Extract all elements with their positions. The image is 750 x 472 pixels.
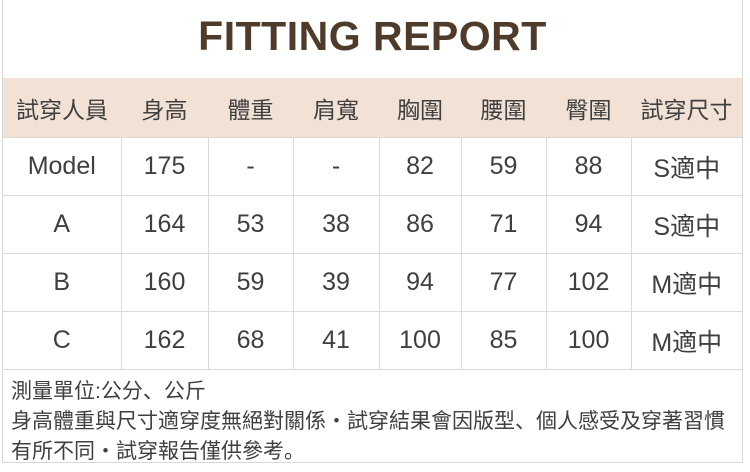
cell-shoulder: 41 — [292, 311, 380, 370]
cell-height: 162 — [120, 311, 209, 370]
header-cell-tester: 試穿人員 — [3, 78, 121, 138]
cell-waist: 59 — [460, 137, 547, 196]
cell-waist: 85 — [460, 311, 547, 370]
cell-chest: 86 — [378, 195, 462, 254]
table-row-model: Model 175 - - 82 59 88 S適中 — [3, 137, 742, 196]
fitting-table: 試穿人員 身高 體重 肩寬 胸圍 腰圍 臀圍 試穿尺寸 Model 175 - … — [3, 78, 742, 370]
page-title: FITTING REPORT — [198, 13, 547, 59]
header-cell-height: 身高 — [121, 78, 208, 138]
cell-hip: 100 — [545, 311, 632, 370]
cell-shoulder: 39 — [292, 253, 380, 312]
row-label: Model — [3, 137, 122, 196]
unit-note: 測量單位:公分、公斤 — [11, 380, 206, 403]
header-cell-weight: 體重 — [208, 78, 293, 138]
content-frame: FITTING REPORT 試穿人員 身高 體重 肩寬 胸圍 腰圍 臀圍 試穿… — [2, 0, 743, 463]
footer-note: 測量單位:公分、公斤 身高體重與尺寸適穿度無絕對關係・試穿結果會因版型、個人感受… — [3, 370, 742, 463]
header-cell-chest: 胸圍 — [379, 78, 461, 138]
header-row: 試穿人員 身高 體重 肩寬 胸圍 腰圍 臀圍 試穿尺寸 — [3, 78, 742, 138]
cell-size: M適中 — [630, 311, 742, 370]
cell-size: S適中 — [630, 195, 742, 254]
cell-weight: 53 — [207, 195, 294, 254]
header-cell-size: 試穿尺寸 — [631, 78, 742, 138]
cell-chest: 100 — [378, 311, 462, 370]
cell-hip: 102 — [545, 253, 632, 312]
cell-weight: 68 — [207, 311, 294, 370]
cell-height: 164 — [120, 195, 209, 254]
cell-size: S適中 — [630, 137, 742, 196]
row-label: B — [3, 253, 122, 312]
cell-weight: 59 — [207, 253, 294, 312]
table-row-a: A 164 53 38 86 71 94 S適中 — [3, 195, 742, 254]
cell-chest: 94 — [378, 253, 462, 312]
cell-size: M適中 — [630, 253, 742, 312]
cell-chest: 82 — [378, 137, 462, 196]
disclaimer-note: 身高體重與尺寸適穿度無絕對關係・試穿結果會因版型、個人感受及穿著習慣有所不同・試… — [11, 410, 725, 463]
table-row-c: C 162 68 41 100 85 100 M適中 — [3, 311, 742, 370]
cell-hip: 94 — [545, 195, 632, 254]
row-label: A — [3, 195, 122, 254]
header-cell-shoulder: 肩寬 — [293, 78, 379, 138]
cell-hip: 88 — [545, 137, 632, 196]
cell-weight: - — [207, 137, 294, 196]
cell-waist: 77 — [460, 253, 547, 312]
cell-height: 175 — [120, 137, 209, 196]
header-cell-hip: 臀圍 — [546, 78, 631, 138]
row-label: C — [3, 311, 122, 370]
table-row-b: B 160 59 39 94 77 102 M適中 — [3, 253, 742, 312]
cell-waist: 71 — [460, 195, 547, 254]
cell-height: 160 — [120, 253, 209, 312]
cell-shoulder: - — [292, 137, 380, 196]
cell-shoulder: 38 — [292, 195, 380, 254]
header-cell-waist: 腰圍 — [461, 78, 546, 138]
